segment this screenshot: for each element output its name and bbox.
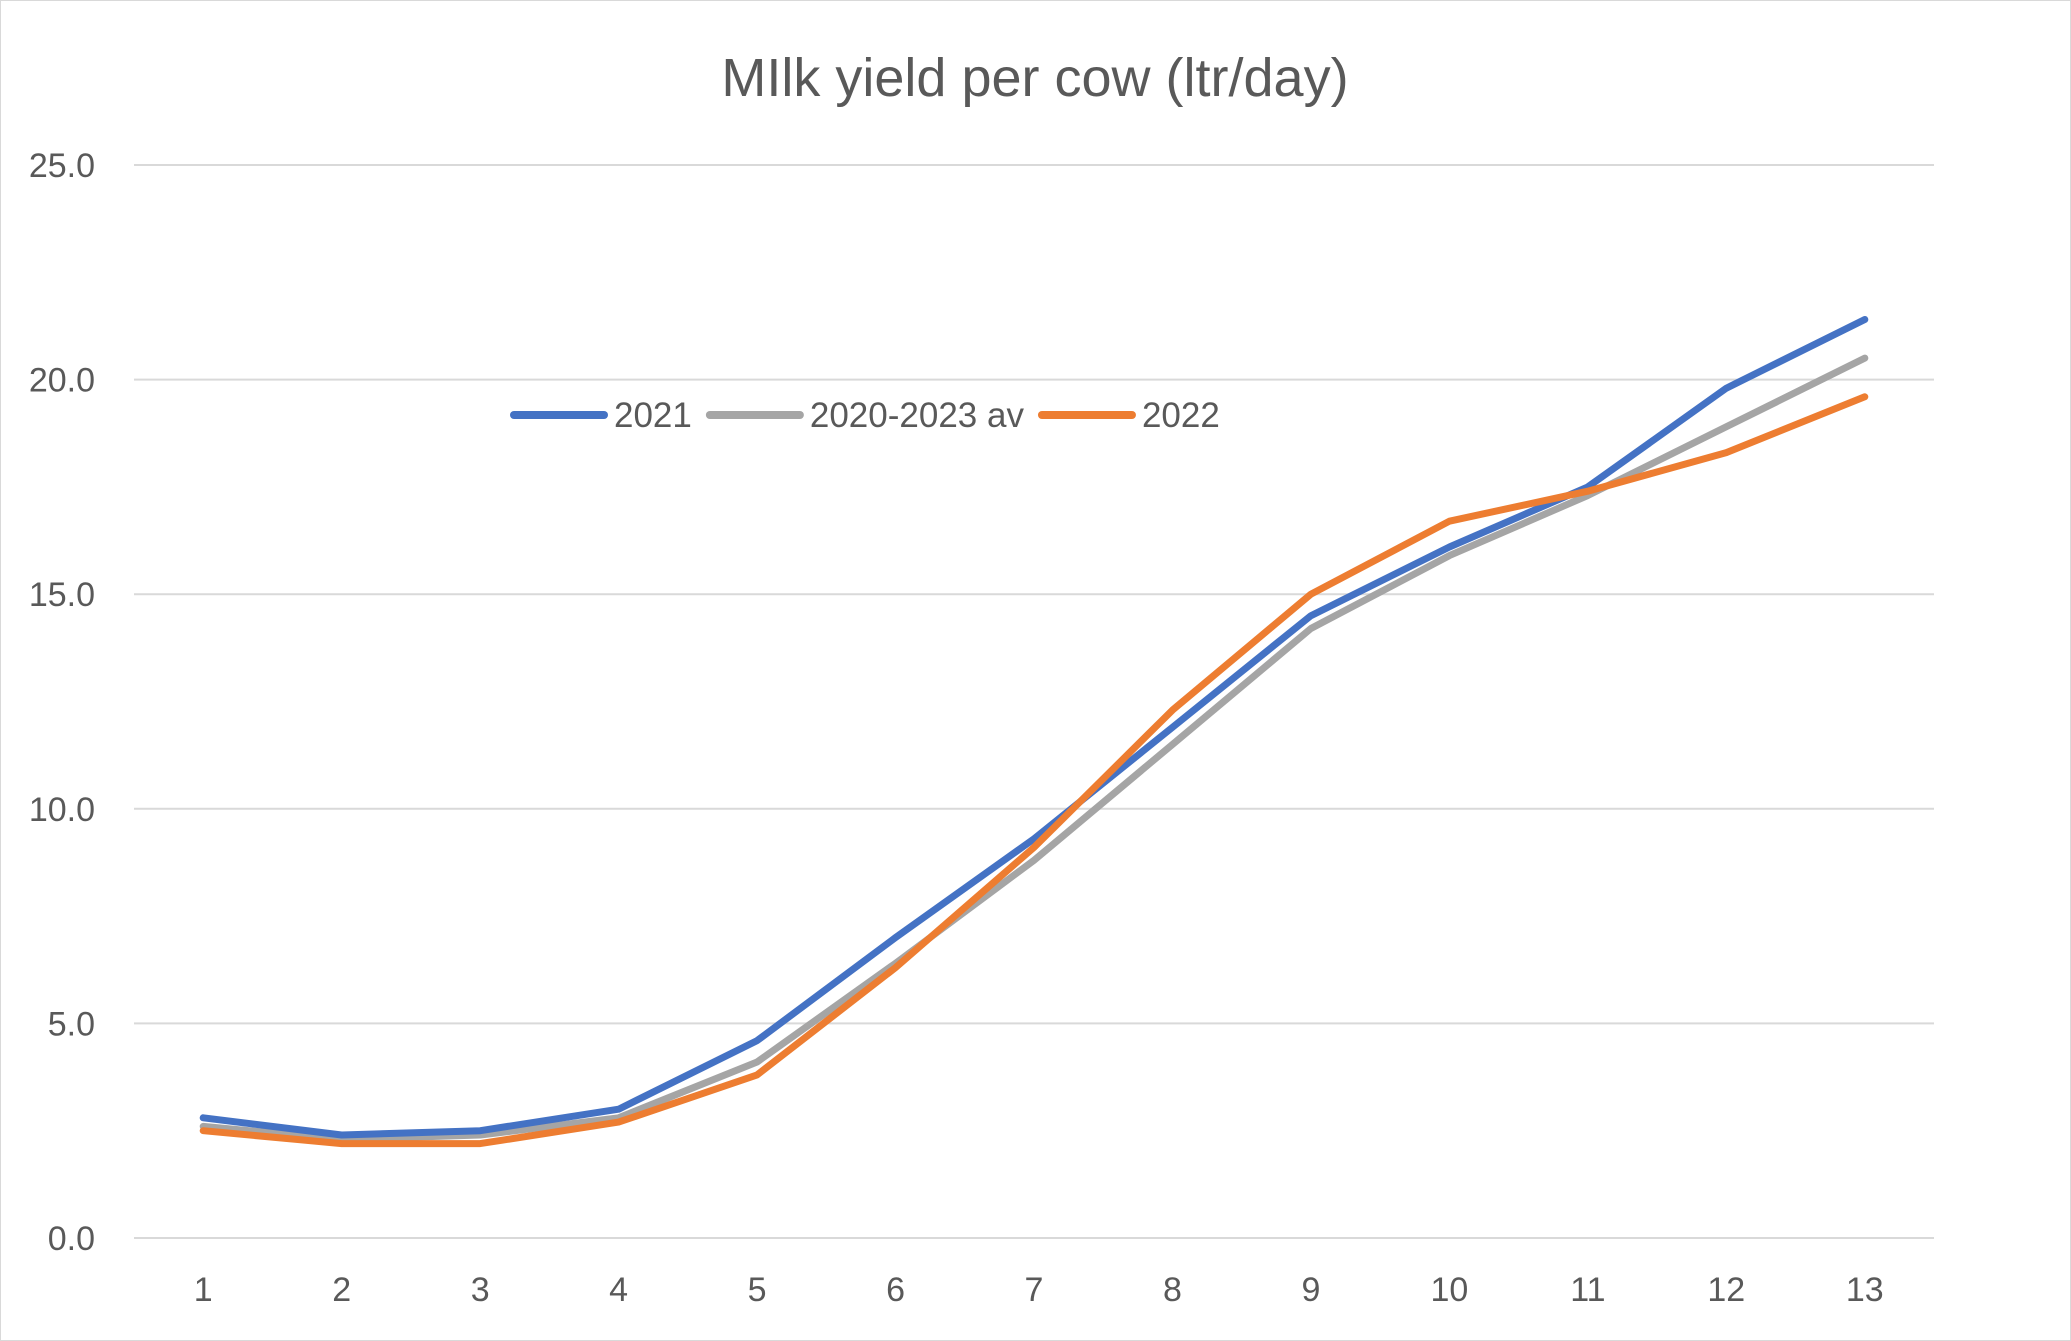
gridlines xyxy=(134,164,1934,1239)
x-tick-label: 2 xyxy=(332,1271,351,1309)
series-line-1 xyxy=(199,354,1869,1143)
y-tick-label: 20.0 xyxy=(29,362,95,400)
legend-label-0: 2021 xyxy=(614,396,692,435)
chart-title: MIlk yield per cow (ltr/day) xyxy=(721,48,1348,108)
y-axis-tick-labels: 0.0 5.0 10.0 15.0 20.0 25.0 xyxy=(29,147,95,1258)
x-tick-label: 12 xyxy=(1707,1271,1745,1309)
y-tick-label: 5.0 xyxy=(48,1005,95,1043)
series-line-0 xyxy=(199,316,1869,1139)
x-tick-label: 1 xyxy=(194,1271,213,1309)
x-axis-tick-labels: 1 2 3 4 5 6 7 8 9 10 11 12 13 xyxy=(194,1271,1884,1309)
y-tick-label: 0.0 xyxy=(48,1220,95,1258)
x-tick-label: 9 xyxy=(1301,1271,1320,1309)
y-tick-label: 10.0 xyxy=(29,791,95,829)
series-lines xyxy=(199,316,1869,1148)
y-tick-label: 25.0 xyxy=(29,147,95,185)
x-tick-label: 3 xyxy=(471,1271,490,1309)
x-tick-label: 5 xyxy=(748,1271,767,1309)
x-tick-label: 8 xyxy=(1163,1271,1182,1309)
legend: 2021 2020-2023 av 2022 xyxy=(510,396,1220,435)
legend-label-2: 2022 xyxy=(1142,396,1220,435)
legend-label-1: 2020-2023 av xyxy=(810,396,1025,435)
y-tick-label: 15.0 xyxy=(29,576,95,614)
x-tick-label: 6 xyxy=(886,1271,905,1309)
x-tick-label: 4 xyxy=(609,1271,628,1309)
x-tick-label: 7 xyxy=(1025,1271,1044,1309)
x-tick-label: 13 xyxy=(1846,1271,1884,1309)
x-tick-label: 11 xyxy=(1570,1271,1605,1309)
series-line-2 xyxy=(199,393,1869,1148)
x-tick-label: 10 xyxy=(1430,1271,1468,1309)
